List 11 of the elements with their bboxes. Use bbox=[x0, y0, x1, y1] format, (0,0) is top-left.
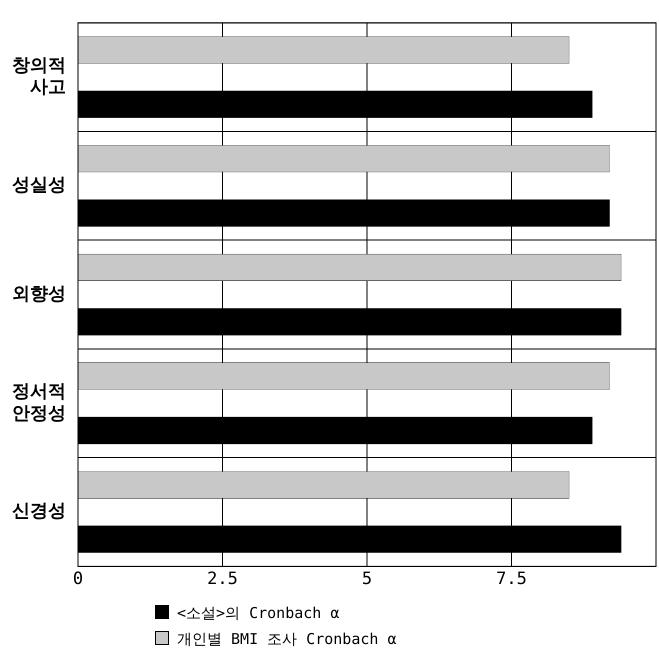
y-tick-label: 창의적 사고 bbox=[12, 55, 66, 98]
x-tick-label: 2.5 bbox=[207, 569, 238, 590]
legend-label: <소설>의 Cronbach α bbox=[176, 603, 340, 624]
y-tick-label: 신경성 bbox=[12, 500, 66, 522]
y-tick-label: 성실성 bbox=[12, 174, 66, 196]
x-tick-label: 7.5 bbox=[496, 569, 527, 590]
y-tick-label: 정서적 안정성 bbox=[12, 381, 66, 424]
legend-label: 개인별 BMI 조사 Cronbach α bbox=[176, 629, 398, 650]
x-tick-label: 5 bbox=[362, 569, 372, 590]
x-tick-label: 0 bbox=[72, 569, 84, 590]
y-tick-label: 외향성 bbox=[12, 283, 66, 304]
